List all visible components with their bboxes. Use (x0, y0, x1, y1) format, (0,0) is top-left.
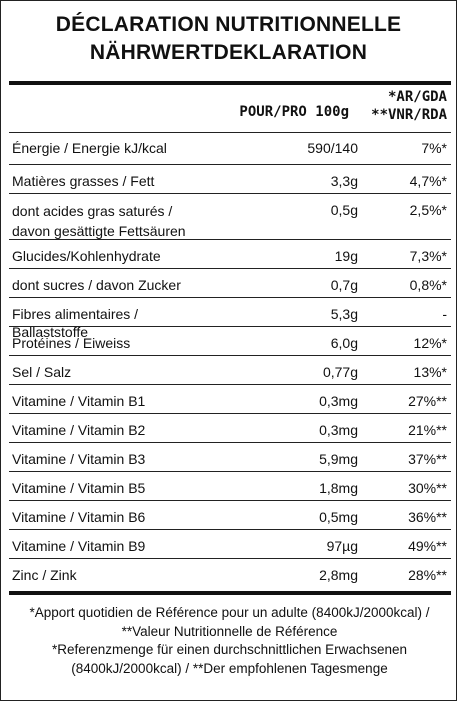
nutrient-per-100g: 6,0g (330, 335, 358, 351)
nutrient-reference-intake: 49%** (408, 538, 447, 554)
nutrient-reference-intake: 12%* (413, 335, 447, 351)
header-divider (9, 81, 451, 85)
nutrient-name: dont sucres / davon Zucker (12, 277, 181, 293)
nutrient-per-100g: 0,7g (330, 277, 358, 293)
nutrient-per-100g: 0,3mg (319, 422, 358, 438)
ar-gda-label: *AR/GDA (387, 89, 447, 105)
nutrient-per-100g: 0,77g (322, 364, 358, 380)
nutrient-per-100g: 97µg (326, 538, 358, 554)
nutrient-name: Matières grasses / Fett (12, 173, 155, 189)
vnr-rda-label: **VNR/RDA (371, 107, 447, 123)
nutrient-per-100g: 19g (334, 248, 358, 264)
footnote-line-3: *Referenzmenge für einen durchschnittlic… (52, 642, 407, 657)
nutrient-row-salt: Sel / Salz 0,77g 13%* (9, 355, 451, 385)
footnote-line-4: (8400kJ/2000kcal) / **Der empfohlenen Ta… (71, 660, 388, 676)
nutrient-per-100g: 590/140 (307, 140, 358, 156)
title-line-fr: DÉCLARATION NUTRITIONNELLE (55, 13, 402, 36)
nutrient-row-energy: Énergie / Energie kJ/kcal 590/140 7%* (9, 132, 451, 166)
nutrient-per-100g: 3,3g (330, 173, 358, 189)
nutrient-row-vitamin-b6: Vitamine / Vitamin B6 0,5mg 36%** (9, 500, 451, 530)
footnote: *Apport quotidien de Référence pour un a… (10, 604, 449, 678)
nutrient-reference-intake: 30%** (408, 480, 447, 496)
title-line-de: NÄHRWERTDEKLARATION (89, 41, 368, 64)
nutrient-name: Vitamine / Vitamin B1 (12, 393, 146, 409)
nutrient-row-sugars: dont sucres / davon Zucker 0,7g 0,8%* (9, 268, 451, 298)
nutrient-per-100g: 0,3mg (319, 393, 358, 409)
nutrient-per-100g: 0,5mg (319, 509, 358, 525)
label-title: DÉCLARATION NUTRITIONNELLE NÄHRWERTDEKLA… (1, 1, 456, 67)
nutrient-reference-intake: 2,5%* (409, 202, 447, 218)
nutrient-reference-intake: 28%** (408, 567, 447, 583)
reference-intake-header: *AR/GDA **VNR/RDA (357, 88, 447, 124)
nutrient-reference-intake: - (442, 306, 447, 322)
nutrient-name: Vitamine / Vitamin B6 (12, 509, 146, 525)
nutrient-name: Glucides/Kohlenhydrate (12, 248, 161, 264)
nutrient-row-protein: Protéines / Eiweiss 6,0g 12%* (9, 326, 451, 356)
nutrient-reference-intake: 7%* (421, 140, 447, 156)
nutrient-name: Zinc / Zink (12, 567, 77, 583)
nutrient-row-fibre: Fibres alimentaires / Ballaststoffe 5,3g… (9, 297, 451, 340)
nutrient-row-zinc: Zinc / Zink 2,8mg 28%** (9, 558, 451, 592)
table-top-rule (9, 132, 451, 133)
nutrient-name: Sel / Salz (12, 364, 72, 380)
nutrient-per-100g: 5,3g (330, 306, 358, 322)
nutrient-name: Vitamine / Vitamin B2 (12, 422, 146, 438)
nutrient-per-100g: 2,8mg (319, 567, 358, 583)
nutrient-row-saturated-fat: dont acides gras saturés / davon gesätti… (9, 193, 451, 240)
footnote-line-1: *Apport quotidien de Référence pour un a… (29, 605, 430, 620)
nutrient-reference-intake: 13%* (413, 364, 447, 380)
nutrient-name: Énergie / Energie kJ/kcal (12, 140, 167, 156)
nutrient-row-fat: Matières grasses / Fett 3,3g 4,7%* (9, 164, 451, 194)
nutrient-row-vitamin-b5: Vitamine / Vitamin B5 1,8mg 30%** (9, 471, 451, 501)
nutrient-reference-intake: 27%** (408, 393, 447, 409)
nutrient-per-100g: 0,5g (330, 202, 358, 218)
footnote-divider (9, 591, 451, 595)
nutrient-name-fr: dont acides gras saturés / (12, 203, 173, 219)
nutrient-row-vitamin-b3: Vitamine / Vitamin B3 5,9mg 37%** (9, 442, 451, 472)
nutrient-reference-intake: 21%** (408, 422, 447, 438)
nutrient-name: Protéines / Eiweiss (12, 335, 131, 351)
nutrient-reference-intake: 36%** (408, 509, 447, 525)
nutrient-row-vitamin-b2: Vitamine / Vitamin B2 0,3mg 21%** (9, 413, 451, 443)
nutrient-row-carbohydrate: Glucides/Kohlenhydrate 19g 7,3%* (9, 239, 451, 269)
footnote-line-2: **Valeur Nutritionnelle de Référence (121, 623, 338, 639)
nutrient-reference-intake: 4,7%* (409, 173, 447, 189)
nutrient-name: Vitamine / Vitamin B9 (12, 538, 146, 554)
nutrient-per-100g: 5,9mg (319, 451, 358, 467)
nutrient-name: Fibres alimentaires / Ballaststoffe (12, 306, 139, 340)
nutrient-reference-intake: 7,3%* (409, 248, 447, 264)
nutrient-name: Vitamine / Vitamin B5 (12, 480, 146, 496)
nutrient-per-100g: 1,8mg (319, 480, 358, 496)
nutrient-row-vitamin-b9: Vitamine / Vitamin B9 97µg 49%** (9, 529, 451, 559)
nutrient-name: dont acides gras saturés / davon gesätti… (12, 201, 217, 241)
per-100g-header: POUR/PRO 100g (239, 104, 349, 120)
nutrient-name: Vitamine / Vitamin B3 (12, 451, 146, 467)
nutrient-name-de: davon gesättigte Fettsäuren (12, 223, 186, 239)
nutrient-row-vitamin-b1: Vitamine / Vitamin B1 0,3mg 27%** (9, 384, 451, 414)
nutrient-reference-intake: 0,8%* (409, 277, 447, 293)
nutrient-reference-intake: 37%** (408, 451, 447, 467)
